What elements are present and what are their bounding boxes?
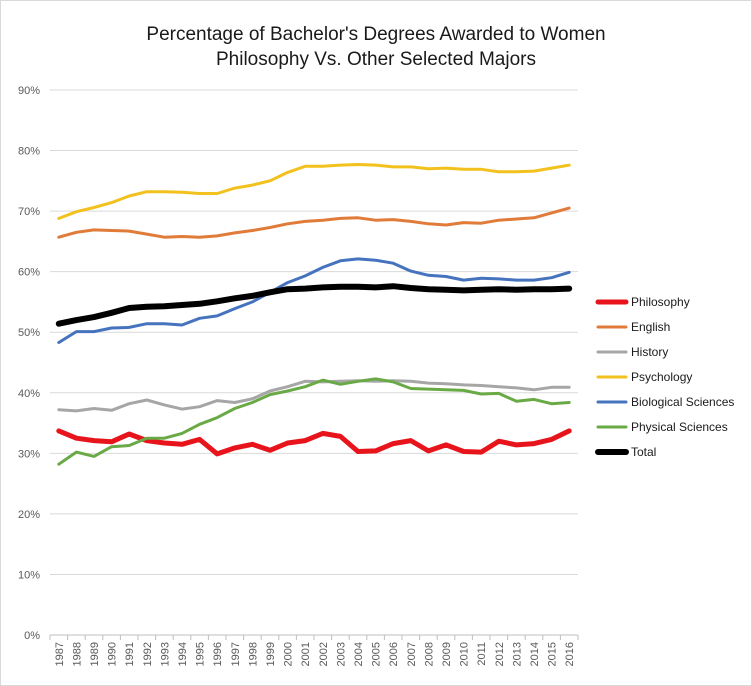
x-tick-label: 2001 (300, 642, 312, 666)
legend-label: Physical Sciences (631, 420, 728, 434)
series-line-psychology (57, 163, 571, 220)
y-tick-label: 80% (18, 146, 40, 158)
y-tick-label: 20% (18, 509, 40, 521)
legend-label: Total (631, 445, 656, 459)
y-tick-label: 10% (18, 569, 40, 581)
x-tick-label: 2014 (529, 642, 541, 666)
y-axis: 0% 10% 20% 30% 40% 50% 60% 70% 80% 90% (18, 85, 40, 642)
series-line-physical-sciences (57, 377, 571, 466)
x-tick-label: 2000 (283, 642, 295, 666)
x-tick-label: 1997 (230, 642, 242, 666)
x-tick-label: 1991 (124, 642, 136, 666)
legend-label: Philosophy (631, 295, 690, 309)
x-tick-label: 2009 (441, 642, 453, 666)
x-tick-label: 2005 (371, 642, 383, 666)
x-tick-label: 1989 (89, 642, 101, 666)
x-tick-label: 2010 (459, 642, 471, 666)
x-tick-label: 1987 (54, 642, 66, 666)
x-tick-label: 2013 (511, 642, 523, 666)
x-tick-label: 1992 (142, 642, 154, 666)
legend-label: Biological Sciences (631, 395, 734, 409)
x-tick-label: 1988 (71, 642, 83, 666)
series-line-biological-sciences (57, 257, 571, 344)
y-tick-label: 70% (18, 206, 40, 218)
x-tick-label: 1999 (265, 642, 277, 666)
x-tick-label: 2007 (406, 642, 418, 666)
series-line-history (57, 379, 571, 413)
legend-label: Psychology (631, 370, 692, 384)
y-tick-label: 30% (18, 448, 40, 460)
x-tick-label: 2016 (564, 642, 576, 666)
x-tick-label: 1993 (159, 642, 171, 666)
x-tick-label: 2004 (353, 642, 365, 666)
x-tick-label: 1994 (177, 642, 189, 666)
x-axis: 1987 1988 1989 1990 1991 1992 1993 1994 1995 1996… (49, 635, 579, 666)
x-tick-label: 2015 (547, 642, 559, 666)
x-tick-label: 2011 (476, 642, 488, 666)
y-tick-label: 40% (18, 388, 40, 400)
x-tick-label: 1998 (247, 642, 259, 666)
x-tick-label: 2003 (335, 642, 347, 666)
x-tick-label: 1995 (195, 642, 207, 666)
chart-subtitle: Philosophy Vs. Other Selected Majors (216, 49, 536, 70)
x-tick-label: 2006 (388, 642, 400, 666)
x-tick-label: 2002 (318, 642, 330, 666)
chart-title: Percentage of Bachelor's Degrees Awarded… (146, 24, 606, 45)
x-tick-label: 1990 (107, 642, 119, 666)
series-line-total (55, 283, 573, 327)
y-tick-label: 0% (24, 630, 40, 642)
y-tick-label: 60% (18, 267, 40, 279)
legend-label: History (631, 345, 668, 359)
series-line-english (57, 206, 571, 239)
x-tick-label: 2012 (494, 642, 506, 666)
series-lines (55, 163, 573, 466)
legend-label: English (631, 320, 670, 334)
y-tick-label: 50% (18, 327, 40, 339)
x-tick-label: 1996 (212, 642, 224, 666)
x-tick-label: 2008 (423, 642, 435, 666)
y-tick-label: 90% (18, 85, 40, 97)
legend: Philosophy English History Psychology Biolog… (595, 295, 734, 459)
